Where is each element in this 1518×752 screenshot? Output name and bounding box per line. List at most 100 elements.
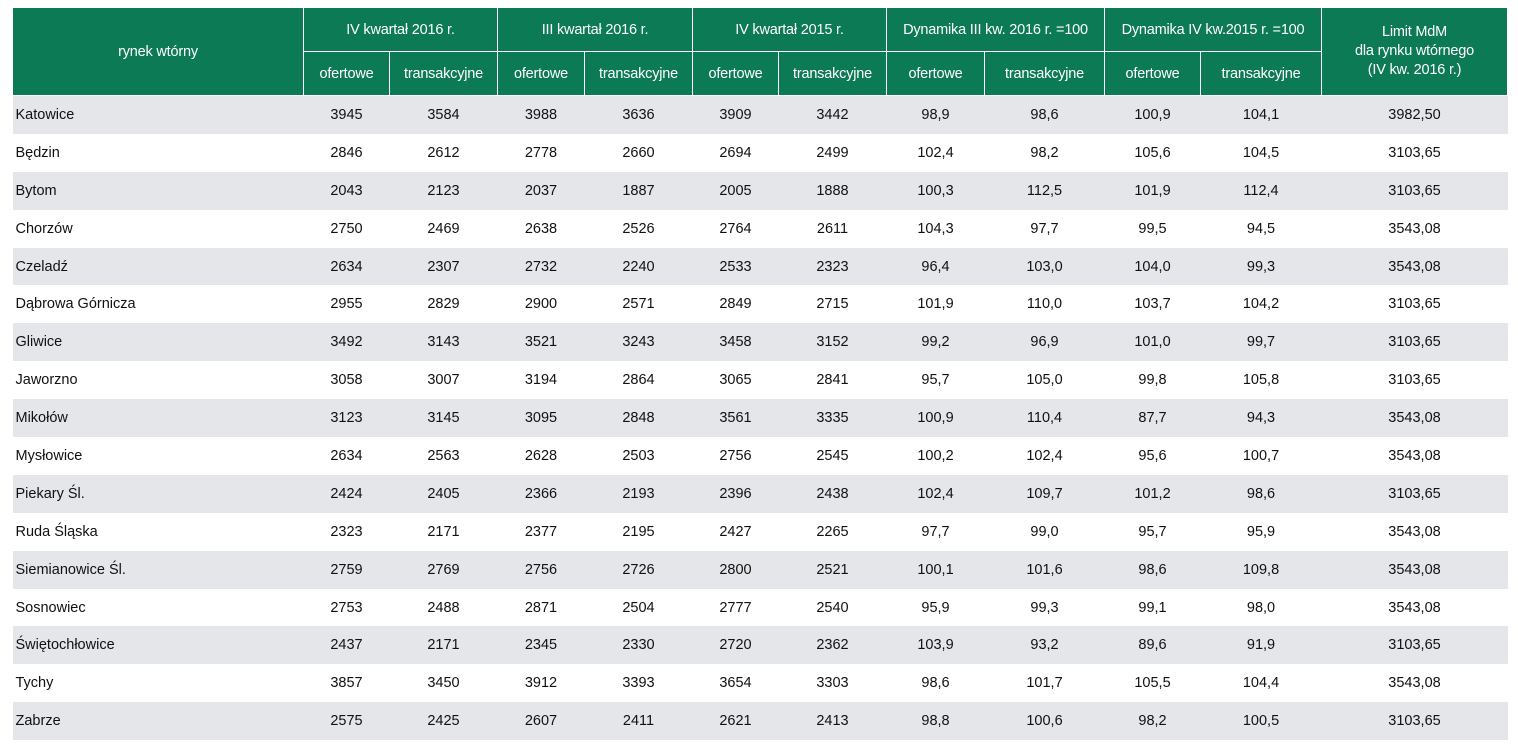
cell-value: 2362 xyxy=(778,626,887,665)
cell-value: 2504 xyxy=(584,588,693,627)
cell-value: 2900 xyxy=(497,285,585,324)
table-body: Katowice 3945 3584 3988 3636 3909 3442 98,9 98,6… xyxy=(12,95,1508,741)
table-row: Jaworzno 3058 3007 3194 2864 3065 2841 95,7 105,… xyxy=(12,361,1508,400)
cell-value: 2037 xyxy=(497,171,585,210)
cell-value: 102,4 xyxy=(886,474,985,513)
cell-value: 99,0 xyxy=(984,512,1105,551)
cell-value: 3584 xyxy=(389,95,498,134)
cell-value: 101,7 xyxy=(984,664,1105,703)
cell-value: 2778 xyxy=(497,133,585,172)
cell-value: 103,7 xyxy=(1104,285,1201,324)
cell-city: Czeladź xyxy=(12,247,304,286)
cell-value: 98,6 xyxy=(1104,550,1201,589)
cell-value: 100,7 xyxy=(1200,437,1322,475)
cell-value: 2571 xyxy=(584,285,693,324)
table-row: Chorzów 2750 2469 2638 2526 2764 2611 104,3 97,7… xyxy=(12,209,1508,248)
cell-value: 95,7 xyxy=(1104,512,1201,551)
cell-value: 99,7 xyxy=(1200,323,1322,362)
cell-value: 2438 xyxy=(778,474,887,513)
cell-value: 2503 xyxy=(584,437,693,475)
cell-value: 2377 xyxy=(497,512,585,551)
cell-value: 3543,08 xyxy=(1321,209,1508,248)
cell-value: 101,9 xyxy=(886,285,985,324)
cell-value: 2634 xyxy=(303,247,390,286)
cell-value: 99,1 xyxy=(1104,588,1201,627)
cell-value: 3103,65 xyxy=(1321,474,1508,513)
cell-value: 95,9 xyxy=(886,588,985,627)
cell-city: Świętochłowice xyxy=(12,626,304,665)
cell-value: 3543,08 xyxy=(1321,664,1508,703)
cell-value: 95,9 xyxy=(1200,512,1322,551)
cell-value: 2849 xyxy=(692,285,779,324)
cell-value: 3458 xyxy=(692,323,779,362)
cell-value: 2621 xyxy=(692,702,779,741)
cell-value: 3561 xyxy=(692,399,779,438)
cell-value: 2330 xyxy=(584,626,693,665)
subheader-transakcyjne: transakcyjne xyxy=(389,51,498,96)
cell-value: 2521 xyxy=(778,550,887,589)
cell-value: 102,4 xyxy=(886,133,985,172)
subheader-transakcyjne: transakcyjne xyxy=(778,51,887,96)
table-row: Zabrze 2575 2425 2607 2411 2621 2413 98,8 100,6 9… xyxy=(12,702,1508,741)
table-row: Tychy 3857 3450 3912 3393 3654 3303 98,6 101,7 10… xyxy=(12,664,1508,703)
cell-city: Gliwice xyxy=(12,323,304,362)
cell-value: 104,1 xyxy=(1200,95,1322,134)
cell-value: 3123 xyxy=(303,399,390,438)
cell-city: Dąbrowa Górnicza xyxy=(12,285,304,324)
cell-value: 3335 xyxy=(778,399,887,438)
cell-value: 98,6 xyxy=(886,664,985,703)
cell-value: 2193 xyxy=(584,474,693,513)
cell-value: 2540 xyxy=(778,588,887,627)
table-row: Siemianowice Śl. 2759 2769 2756 2726 2800 2521… xyxy=(12,550,1508,589)
cell-value: 105,0 xyxy=(984,361,1105,400)
cell-value: 105,8 xyxy=(1200,361,1322,400)
cell-value: 101,0 xyxy=(1104,323,1201,362)
header-limit-mdm: Limit MdM dla rynku wtórnego (IV kw. 201… xyxy=(1321,7,1509,96)
cell-value: 2526 xyxy=(584,209,693,248)
cell-value: 99,8 xyxy=(1104,361,1201,400)
cell-city: Chorzów xyxy=(12,209,304,248)
header-group-dynamika-iv-2015: Dynamika IV kw.2015 r. =100 xyxy=(1104,7,1323,52)
cell-city: Sosnowiec xyxy=(12,588,304,627)
cell-value: 1887 xyxy=(584,171,693,210)
cell-value: 100,5 xyxy=(1200,702,1322,741)
cell-value: 3988 xyxy=(497,95,585,134)
cell-value: 2488 xyxy=(389,588,498,627)
header-group-dynamika-iii-2016: Dynamika III kw. 2016 r. =100 xyxy=(885,7,1106,52)
cell-city: Katowice xyxy=(12,95,304,134)
cell-value: 3543,08 xyxy=(1321,512,1508,551)
cell-value: 104,4 xyxy=(1200,664,1322,703)
cell-value: 2469 xyxy=(389,209,498,248)
cell-value: 2871 xyxy=(497,588,585,627)
subheader-transakcyjne: transakcyjne xyxy=(983,51,1106,96)
cell-value: 2764 xyxy=(692,209,779,248)
cell-value: 2396 xyxy=(692,474,779,513)
cell-value: 3103,65 xyxy=(1321,626,1508,665)
table-row: Ruda Śląska 2323 2171 2377 2195 2427 2265 97,7 9… xyxy=(12,512,1508,551)
cell-value: 3393 xyxy=(584,664,693,703)
cell-value: 100,9 xyxy=(886,399,985,438)
cell-value: 2753 xyxy=(303,588,390,627)
cell-value: 3909 xyxy=(692,95,779,134)
cell-value: 104,2 xyxy=(1200,285,1322,324)
cell-value: 2123 xyxy=(389,171,498,210)
subheader-ofertowe: ofertowe xyxy=(692,51,779,96)
subheader-ofertowe: ofertowe xyxy=(497,51,585,96)
cell-value: 2043 xyxy=(303,171,390,210)
cell-value: 100,3 xyxy=(886,171,985,210)
cell-value: 3152 xyxy=(778,323,887,362)
cell-value: 102,4 xyxy=(984,437,1105,475)
cell-value: 105,5 xyxy=(1104,664,1201,703)
cell-value: 99,3 xyxy=(1200,247,1322,286)
cell-value: 2345 xyxy=(497,626,585,665)
cell-value: 97,7 xyxy=(886,512,985,551)
cell-city: Tychy xyxy=(12,664,304,703)
cell-value: 109,8 xyxy=(1200,550,1322,589)
cell-value: 2660 xyxy=(584,133,693,172)
cell-city: Piekary Śl. xyxy=(12,474,304,513)
cell-value: 2195 xyxy=(584,512,693,551)
cell-value: 3543,08 xyxy=(1321,437,1508,475)
cell-value: 98,9 xyxy=(886,95,985,134)
cell-value: 3007 xyxy=(389,361,498,400)
cell-value: 2955 xyxy=(303,285,390,324)
